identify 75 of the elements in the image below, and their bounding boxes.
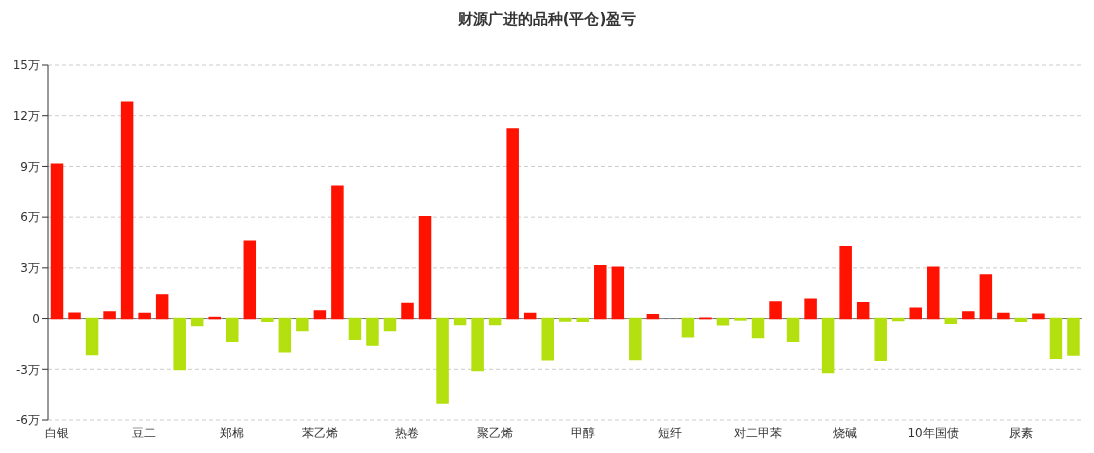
bar bbox=[1067, 317, 1080, 356]
bar bbox=[331, 185, 344, 320]
bar bbox=[50, 163, 64, 320]
bar bbox=[997, 312, 1010, 320]
bar bbox=[611, 266, 625, 320]
bar bbox=[313, 310, 327, 320]
bar bbox=[821, 317, 835, 374]
x-tick-label: 尿素 bbox=[1008, 425, 1033, 440]
bar bbox=[103, 311, 116, 320]
bar bbox=[383, 317, 397, 332]
bar bbox=[401, 302, 414, 320]
x-tick-label: 烧碱 bbox=[833, 425, 858, 440]
chart-title: 财源广进的品种(平仓)盈亏 bbox=[456, 9, 638, 30]
bar bbox=[979, 274, 993, 320]
bar bbox=[138, 312, 151, 320]
bar bbox=[927, 266, 940, 320]
bar bbox=[436, 317, 449, 404]
bar bbox=[716, 317, 730, 326]
bar bbox=[296, 317, 309, 332]
bar bbox=[751, 317, 765, 339]
bar bbox=[962, 311, 975, 320]
x-tick-label: 苯乙烯 bbox=[301, 425, 338, 440]
x-tick-label: 短纤 bbox=[658, 425, 683, 440]
bar bbox=[944, 317, 958, 325]
bar bbox=[629, 317, 642, 361]
bar bbox=[261, 317, 274, 323]
x-tick-label: 对二甲苯 bbox=[733, 425, 782, 440]
bar bbox=[839, 245, 852, 320]
bar bbox=[190, 317, 204, 327]
bar bbox=[506, 128, 519, 320]
x-tick-label: 热卷 bbox=[395, 425, 420, 440]
bar bbox=[278, 317, 292, 353]
bar bbox=[874, 317, 887, 361]
x-tick-label: 郑棉 bbox=[220, 425, 245, 440]
x-tick-label: 豆二 bbox=[132, 425, 157, 440]
bar bbox=[909, 307, 922, 320]
bar bbox=[173, 317, 186, 371]
y-tick-label: 9万 bbox=[20, 159, 40, 174]
x-tick-label: 聚乙烯 bbox=[476, 425, 513, 440]
bar bbox=[471, 317, 484, 372]
y-tick-label: -6万 bbox=[16, 413, 40, 428]
bar bbox=[558, 317, 572, 322]
bar bbox=[85, 317, 99, 356]
bar bbox=[646, 314, 660, 320]
bar bbox=[120, 101, 134, 320]
bar bbox=[155, 294, 169, 320]
bar bbox=[1014, 317, 1028, 323]
bar bbox=[453, 317, 467, 326]
y-tick-label: 12万 bbox=[12, 108, 40, 123]
bar bbox=[681, 317, 695, 338]
bar bbox=[226, 317, 239, 342]
bar bbox=[488, 317, 502, 326]
x-tick-label: 白银 bbox=[44, 425, 69, 440]
x-tick-label: 10年国债 bbox=[907, 425, 959, 440]
bar bbox=[366, 317, 379, 346]
bar bbox=[594, 264, 607, 320]
x-tick-label: 甲醇 bbox=[570, 425, 595, 440]
bar bbox=[68, 312, 81, 320]
bar bbox=[786, 317, 800, 342]
y-tick-label: 15万 bbox=[12, 58, 40, 73]
bar bbox=[856, 302, 870, 320]
bar bbox=[769, 301, 782, 320]
bar bbox=[348, 317, 362, 340]
y-tick-label: 6万 bbox=[20, 210, 40, 225]
bar bbox=[418, 216, 432, 320]
bar bbox=[804, 298, 817, 320]
bar bbox=[1049, 317, 1063, 359]
bar bbox=[243, 240, 257, 320]
bar bbox=[576, 317, 590, 323]
y-tick-label: 3万 bbox=[20, 261, 40, 276]
y-tick-label: -3万 bbox=[16, 362, 40, 377]
y-tick-label: 0 bbox=[32, 311, 40, 326]
bar bbox=[523, 312, 537, 320]
bar bbox=[541, 317, 554, 361]
bar bbox=[1032, 313, 1045, 320]
